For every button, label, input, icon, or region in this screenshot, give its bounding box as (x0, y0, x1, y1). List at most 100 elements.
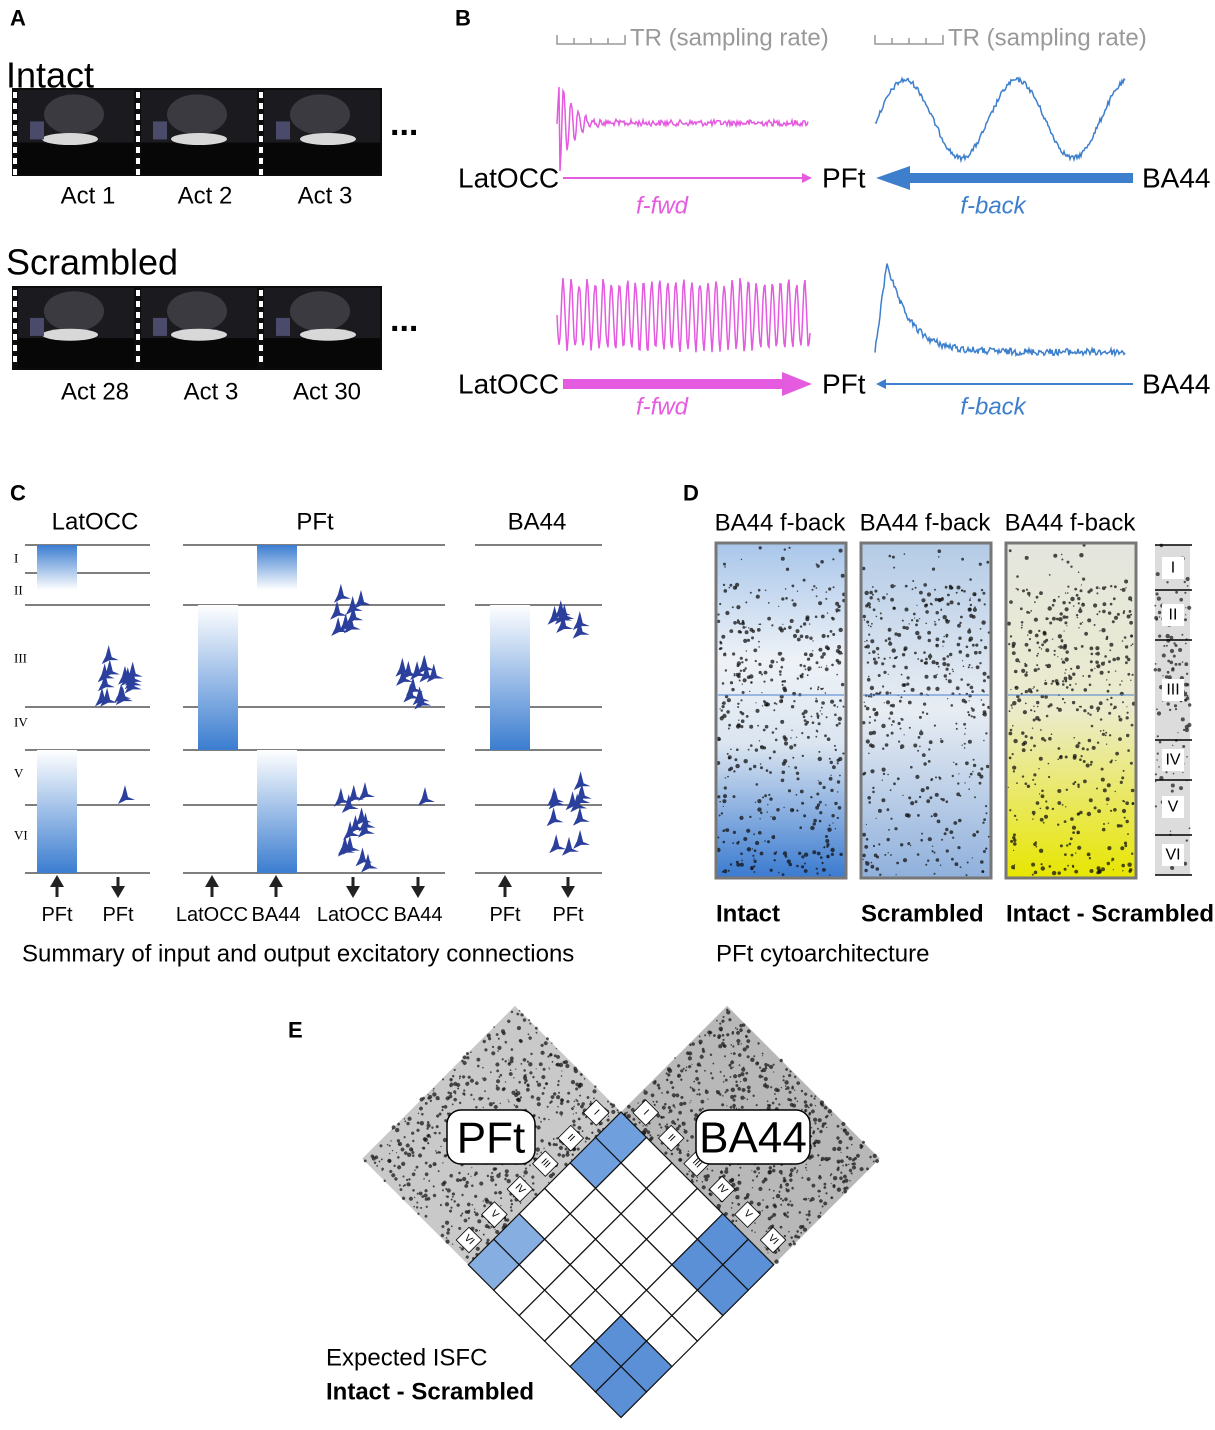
speckle (790, 1203, 794, 1207)
speckle (1079, 758, 1082, 761)
speckle (844, 1163, 848, 1167)
speckle (455, 1178, 460, 1182)
speckle (739, 656, 743, 660)
speckle (926, 592, 932, 597)
speckle (1033, 773, 1037, 777)
region-title: BA44 (508, 509, 567, 536)
speckle (810, 825, 815, 831)
speckle (504, 1040, 508, 1044)
speckle (970, 715, 973, 718)
speckle (726, 752, 729, 755)
conn-arrow-head (561, 886, 575, 898)
speckle (888, 717, 891, 720)
speckle (500, 1192, 502, 1194)
speckle (843, 1189, 848, 1194)
speckle (1127, 657, 1131, 662)
speckle (1161, 653, 1166, 658)
speckle (718, 1093, 722, 1096)
speckle (979, 662, 982, 665)
speckle (783, 1179, 787, 1182)
speckle (865, 861, 870, 866)
speckle (723, 1075, 726, 1077)
speckle (495, 1229, 500, 1234)
speckle (1105, 637, 1109, 640)
speckle (745, 715, 749, 718)
neuron (124, 674, 142, 694)
speckle (755, 783, 759, 786)
speckle (408, 1178, 411, 1181)
speckle (894, 827, 898, 831)
speckle (826, 737, 831, 741)
speckle (889, 789, 892, 791)
speckle (1071, 688, 1074, 692)
speckle (801, 1176, 804, 1179)
speckle (676, 1118, 680, 1121)
speckle (507, 1019, 511, 1023)
layer-box (506, 1175, 534, 1203)
speckle (1062, 683, 1065, 686)
speckle (886, 593, 888, 595)
speckle (557, 1080, 560, 1083)
sprocket (259, 136, 263, 142)
speckle (735, 1107, 738, 1110)
speckle (821, 1205, 824, 1208)
speckle (1088, 798, 1093, 803)
speckle (1033, 710, 1036, 713)
speckle (744, 667, 747, 670)
input-band (198, 605, 238, 750)
speckle (791, 1086, 795, 1090)
speckle (470, 1184, 474, 1188)
speckle (784, 588, 787, 590)
speckle (799, 634, 804, 639)
speckle (933, 872, 936, 875)
speckle (469, 1078, 474, 1083)
speckle (504, 1173, 509, 1178)
speckle (1099, 718, 1103, 721)
speckle (706, 1168, 709, 1170)
speckle (548, 1181, 550, 1184)
speckle (535, 1068, 537, 1070)
speckle (1110, 809, 1113, 812)
speckle (508, 1059, 510, 1061)
speckle (497, 1050, 499, 1052)
speckle (753, 1055, 756, 1058)
speckle (777, 651, 782, 656)
speckle (746, 638, 751, 642)
speckle (703, 1174, 707, 1178)
speckle (425, 1205, 428, 1208)
speckle (540, 1151, 542, 1154)
speckle (965, 874, 968, 877)
speckle (1053, 649, 1056, 653)
speckle (891, 555, 895, 559)
speckle (917, 749, 920, 752)
sprocket (259, 125, 263, 131)
speckle (903, 553, 906, 555)
speckle (1182, 728, 1186, 732)
speckle (523, 1069, 526, 1072)
speckle (650, 1093, 655, 1098)
speckle (866, 639, 868, 642)
speckle (775, 703, 778, 705)
speckle (723, 589, 728, 593)
speckle (678, 1157, 683, 1162)
speckle (397, 1122, 401, 1126)
speckle (572, 1119, 576, 1124)
speckle (1096, 664, 1101, 669)
speckle (801, 855, 805, 859)
speckle (1093, 603, 1098, 608)
speckle (779, 1185, 783, 1189)
speckle (742, 669, 746, 672)
speckle (837, 806, 842, 810)
speckle (534, 1026, 538, 1030)
speckle (919, 618, 921, 620)
speckle (593, 1097, 595, 1100)
speckle (1049, 703, 1053, 707)
speckle (789, 1168, 794, 1173)
speckle (722, 701, 726, 705)
speckle (733, 621, 737, 625)
speckle (740, 719, 745, 723)
speckle (816, 851, 821, 856)
speckle (786, 1211, 789, 1214)
input-band (257, 545, 297, 590)
speckle (1056, 707, 1059, 710)
